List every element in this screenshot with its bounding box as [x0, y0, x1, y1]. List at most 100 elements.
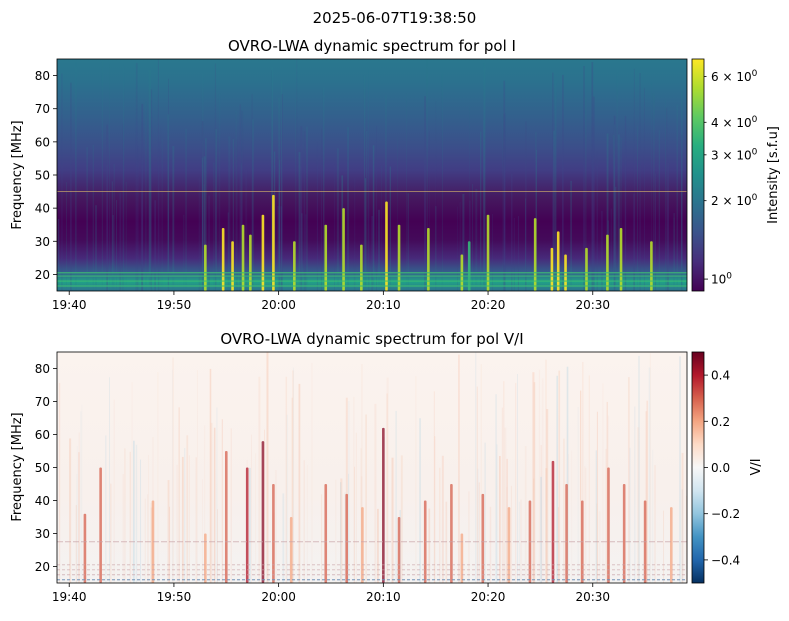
noise-streak: [552, 72, 554, 291]
noise-streak: [633, 193, 635, 291]
noise-streak: [112, 215, 114, 291]
noise-streak: [651, 82, 652, 291]
noise-streak: [377, 508, 379, 583]
noise-streak: [377, 209, 380, 291]
noise-streak: [240, 163, 242, 291]
noise-streak: [322, 86, 325, 291]
noise-streak: [80, 411, 82, 583]
noise-streak: [303, 460, 305, 583]
y-tick-label: 80: [35, 362, 50, 376]
bottom-burst-layer: [83, 427, 673, 583]
noise-streak: [583, 66, 585, 291]
x-tick-label: 20:20: [471, 590, 506, 604]
noise-streak: [353, 178, 356, 291]
noise-streak: [123, 64, 125, 291]
x-tick-label: 19:40: [52, 298, 87, 312]
noise-streak: [334, 164, 335, 291]
burst-mark: [361, 507, 364, 583]
noise-streak: [386, 377, 389, 583]
noise-streak: [525, 198, 526, 291]
noise-streak: [483, 119, 485, 291]
noise-streak: [137, 146, 139, 291]
noise-streak: [620, 137, 622, 291]
burst-mark: [324, 224, 328, 291]
noise-streak: [475, 188, 478, 291]
noise-streak: [61, 73, 63, 291]
noise-streak: [306, 465, 308, 583]
noise-streak: [217, 509, 218, 583]
y-tick-label: 30: [35, 527, 50, 541]
noise-streak: [145, 101, 147, 291]
noise-streak: [566, 366, 569, 583]
noise-streak: [178, 407, 180, 583]
noise-streak: [157, 59, 159, 291]
burst-mark: [249, 234, 252, 291]
noise-streak: [468, 491, 470, 583]
noise-streak: [81, 404, 83, 583]
x-tick-label: 20:30: [575, 590, 610, 604]
top-colorbar-gradient: [691, 58, 705, 292]
noise-streak: [365, 414, 368, 583]
noise-streak: [245, 169, 248, 291]
noise-streak: [248, 467, 251, 583]
noise-streak: [278, 158, 280, 291]
noise-streak: [655, 173, 657, 291]
noise-streak: [458, 354, 460, 583]
noise-streak: [639, 72, 641, 291]
noise-streak: [298, 152, 301, 291]
noise-streak: [585, 467, 587, 583]
noise-streak: [86, 147, 89, 291]
burst-mark: [221, 228, 225, 291]
noise-streak: [489, 506, 492, 583]
noise-streak: [685, 495, 687, 583]
burst-mark: [324, 484, 328, 583]
noise-streak: [480, 131, 482, 291]
noise-streak: [264, 429, 265, 583]
noise-streak: [340, 478, 343, 583]
noise-streak: [280, 206, 283, 291]
noise-streak: [363, 75, 366, 291]
noise-streak: [568, 454, 569, 583]
noise-streak: [274, 469, 277, 583]
noise-streak: [150, 502, 152, 583]
noise-streak: [188, 455, 190, 583]
noise-streak: [679, 356, 681, 583]
burst-mark: [245, 467, 249, 583]
noise-streak: [251, 434, 252, 583]
noise-streak: [167, 480, 170, 583]
noise-streak: [517, 216, 519, 291]
colorbar-tick-label: −0.2: [711, 507, 740, 521]
noise-streak: [648, 367, 651, 583]
burst-mark: [556, 231, 560, 291]
noise-streak: [58, 218, 60, 291]
burst-mark: [397, 224, 401, 291]
noise-streak: [109, 377, 111, 583]
noise-streak: [183, 214, 185, 291]
top-y-axis: 20 30 40 50 60 70 80: [35, 69, 57, 282]
noise-streak: [480, 364, 482, 583]
noise-streak: [540, 445, 542, 583]
noise-streak: [612, 134, 615, 291]
top-colorbar: 100 2 × 100 3 × 100 4 × 100 6 × 100 Intensit…: [691, 58, 781, 292]
noise-streak: [353, 396, 355, 583]
noise-streak: [291, 397, 293, 583]
noise-streak: [441, 455, 444, 583]
noise-streak: [282, 493, 285, 583]
burst-mark: [360, 244, 363, 291]
noise-streak: [592, 96, 595, 291]
top-horizontal-lines: [57, 191, 687, 287]
noise-streak: [371, 216, 374, 291]
noise-streak: [340, 482, 342, 583]
noise-streak: [201, 121, 204, 291]
bottom-x-axis: 19:40 19:50 20:00 20:10 20:20 20:30: [52, 583, 610, 604]
noise-streak: [645, 411, 648, 583]
noise-streak: [131, 382, 133, 583]
top-panel: OVRO-LWA dynamic spectrum for pol I 19:4…: [10, 37, 688, 312]
noise-streak: [368, 69, 369, 291]
noise-streak: [215, 129, 218, 291]
noise-streak: [149, 75, 151, 291]
noise-streak: [441, 74, 443, 291]
noise-streak: [129, 451, 131, 583]
noise-streak: [506, 486, 508, 583]
